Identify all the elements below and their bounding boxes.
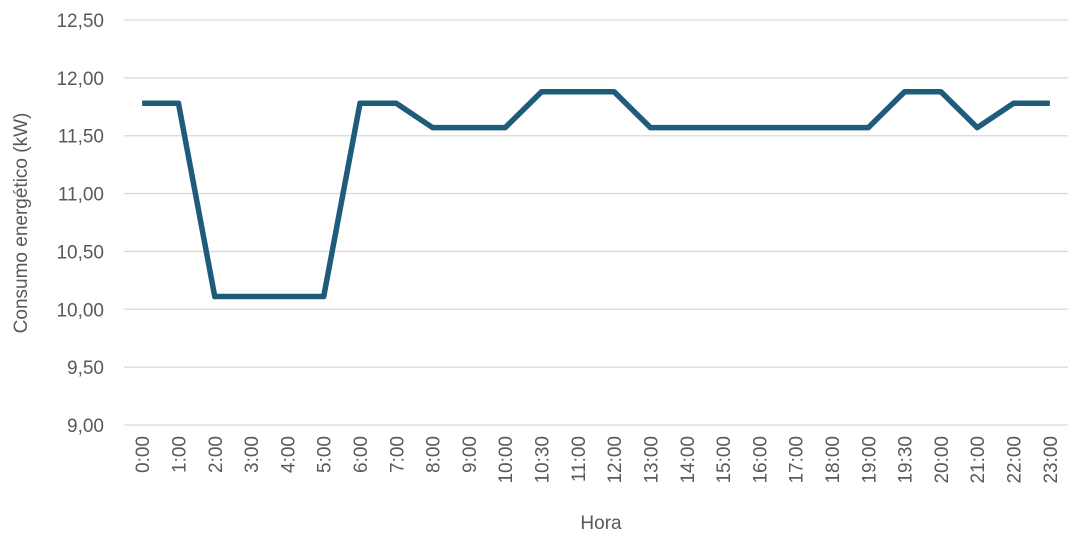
x-tick-label: 11:00: [569, 436, 590, 482]
y-tick-label: 12,50: [56, 11, 104, 32]
y-tick-label: 9,50: [67, 358, 104, 379]
x-tick-label: 4:00: [278, 436, 299, 473]
x-tick-label: 19:30: [896, 436, 917, 484]
x-tick-label: 22:00: [1005, 436, 1026, 484]
series-line: [142, 88, 1050, 300]
x-tick-label: 10:30: [533, 436, 554, 484]
x-tick-label: 21:00: [968, 436, 989, 484]
x-tick-label: 17:00: [787, 436, 808, 484]
y-tick-labels: 9,00 9,50 10,00 10,50 11,00 11,50 12,00 12,50: [56, 11, 104, 437]
x-tick-label: 12:00: [605, 436, 626, 484]
y-tick-label: 10,50: [56, 242, 104, 263]
x-tick-label: 18:00: [823, 436, 844, 484]
x-tick-label: 16:00: [750, 436, 771, 484]
y-tick-label: 11,00: [58, 185, 104, 206]
x-tick-label: 3:00: [242, 436, 263, 473]
x-tick-label: 9:00: [460, 436, 481, 473]
x-tick-label: 1:00: [169, 436, 190, 473]
x-tick-label: 19:00: [859, 436, 880, 484]
x-tick-label: 14:00: [678, 436, 699, 484]
x-tick-label: 8:00: [424, 436, 445, 473]
y-tick-label: 9,00: [67, 416, 104, 437]
gridlines: [124, 19, 1068, 426]
x-tick-label: 15:00: [714, 436, 735, 484]
y-tick-label: 12,00: [56, 69, 104, 90]
x-tick-label: 7:00: [387, 436, 408, 473]
y-axis-title: Consumo energético (kW): [11, 113, 32, 334]
series-group: [142, 88, 1050, 300]
y-tick-label: 11,50: [58, 127, 104, 148]
x-tick-label: 23:00: [1041, 436, 1062, 484]
x-tick-label: 20:00: [932, 436, 953, 484]
y-tick-label: 10,00: [56, 300, 104, 321]
x-tick-label: 13:00: [641, 436, 662, 484]
x-tick-labels: 0:00 1:00 2:00 3:00 4:00 5:00 6:00 7:00 8:00 9:00…: [133, 436, 1062, 484]
x-axis-title: Hora: [580, 513, 622, 533]
x-tick-label: 6:00: [351, 436, 372, 473]
x-tick-label: 5:00: [315, 436, 336, 473]
x-tick-label: 2:00: [206, 436, 227, 473]
x-tick-label: 10:00: [496, 436, 517, 484]
x-tick-label: 0:00: [133, 436, 154, 473]
